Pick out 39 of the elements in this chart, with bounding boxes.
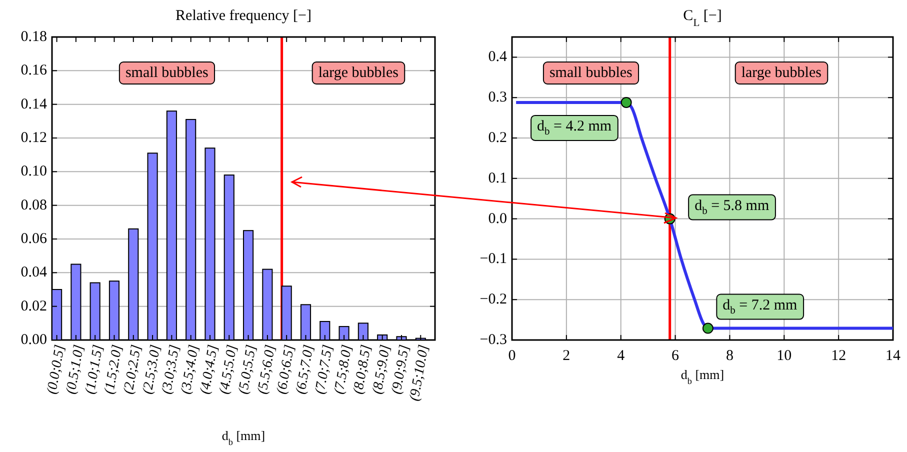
x-axis-title: d$_{b}$ [mm]	[222, 428, 266, 447]
annotation: large bubbles	[318, 65, 399, 81]
point	[620, 96, 632, 108]
y-tick-label: 0.1	[488, 170, 507, 186]
y-tick-label: 0.10	[20, 164, 47, 180]
y-tick-label: 0.4	[488, 49, 508, 66]
y-tick-label: −0.1	[480, 251, 507, 268]
y-tick-label: 0.0	[488, 210, 507, 227]
y-tick-label: 0.08	[20, 197, 47, 214]
annotation: small bubbles	[549, 65, 633, 81]
chart-title: Relative frequency [−]	[176, 8, 312, 24]
y-tick-label: 0.04	[20, 264, 48, 281]
x-tick-label: 4	[617, 348, 626, 364]
annotation: d$_{b}$ = 4.2 mm	[537, 118, 612, 138]
chart-title: C$_{L}$ [−]	[683, 8, 722, 28]
y-tick-label: 0.14	[20, 96, 48, 112]
y-tick-label: 0.00	[20, 332, 47, 348]
y-tick-label: 0.2	[488, 130, 507, 146]
x-tick-label: 0	[508, 348, 516, 364]
x-tick-label: 14	[886, 348, 901, 364]
annotation: small bubbles	[125, 65, 209, 81]
point	[702, 322, 714, 334]
x-tick-label: 6	[672, 348, 680, 364]
y-tick-label: 0.18	[20, 29, 47, 45]
y-tick-label: −0.2	[480, 292, 507, 308]
annotation: d$_{b}$ = 7.2 mm	[722, 297, 798, 316]
y-tick-label: 0.02	[20, 298, 47, 314]
x-tick-label: 8	[726, 348, 734, 364]
x-tick-label: 2	[562, 348, 570, 364]
annotation: large bubbles	[741, 65, 822, 81]
y-tick-label: −0.3	[480, 332, 507, 348]
x-tick-label: 12	[831, 348, 846, 364]
x-tick-label: 10	[776, 348, 792, 364]
y-tick-label: 0.06	[20, 231, 48, 247]
x-axis-title: d$_{b}$ [mm]	[680, 367, 724, 386]
y-tick-label: 0.3	[488, 90, 507, 106]
y-tick-label: 0.12	[20, 130, 47, 146]
annotation: d$_{b}$ = 5.8 mm	[694, 198, 770, 217]
y-tick-label: 0.16	[20, 62, 48, 79]
